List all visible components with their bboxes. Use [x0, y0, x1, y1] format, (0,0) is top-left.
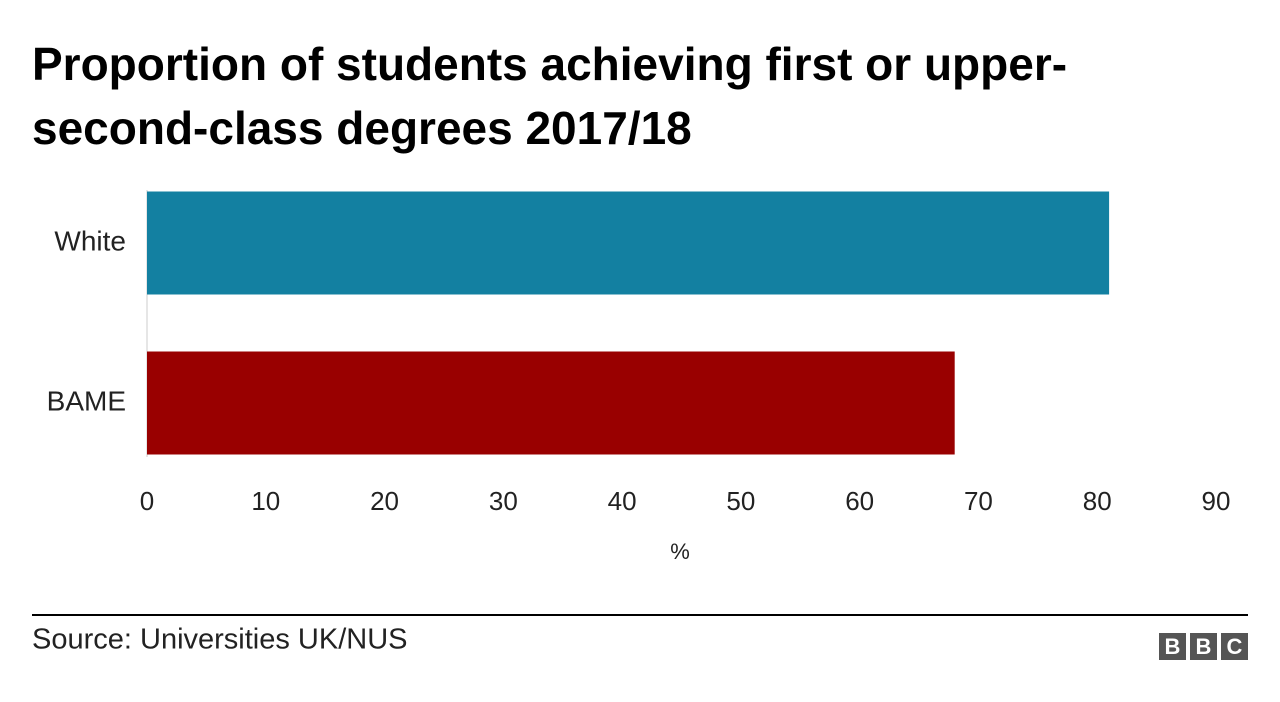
- x-tick-label: 50: [726, 486, 755, 516]
- logo-letter: B: [1196, 634, 1212, 659]
- logo-box: [1221, 633, 1248, 660]
- bar: [147, 191, 1110, 295]
- x-tick-label: 30: [489, 486, 518, 516]
- y-tick-label: BAME: [47, 385, 126, 416]
- x-tick-label: 20: [370, 486, 399, 516]
- x-tick-label: 40: [608, 486, 637, 516]
- source: Source: Universities UK/NUS: [32, 624, 408, 656]
- y-tick-label: White: [54, 225, 126, 256]
- logo-letter: C: [1227, 634, 1243, 659]
- x-tick-label: 60: [845, 486, 874, 516]
- chart-title: Proportion of students achieving first o…: [32, 38, 1068, 154]
- x-tick-label: 0: [140, 486, 154, 516]
- logo-box: [1190, 633, 1217, 660]
- x-tick-label: 70: [964, 486, 993, 516]
- x-tick-label: 90: [1202, 486, 1231, 516]
- logo-letter: B: [1165, 634, 1181, 659]
- bar: [147, 351, 955, 455]
- x-tick-label: 80: [1083, 486, 1112, 516]
- x-tick-label: 10: [251, 486, 280, 516]
- logo-box: [1159, 633, 1186, 660]
- x-axis-label: %: [670, 539, 690, 564]
